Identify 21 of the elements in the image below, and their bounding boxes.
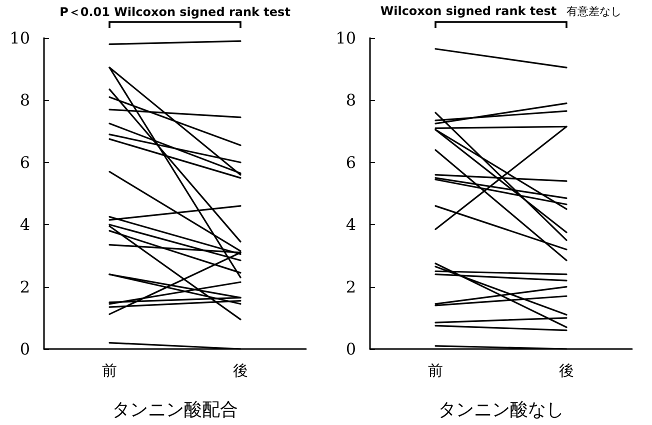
y-tick-label: 8 bbox=[20, 90, 30, 110]
text: Wilcoxon signed rank test bbox=[380, 4, 557, 19]
y-tick-label: 10 bbox=[336, 28, 356, 48]
x-tick-label: 前 bbox=[428, 362, 443, 380]
y-tick-label: 4 bbox=[346, 215, 356, 234]
x-axis-title: タンニン酸なし bbox=[438, 400, 564, 420]
x-tick-label: 前 bbox=[102, 362, 117, 380]
y-tick-label: 6 bbox=[346, 152, 356, 172]
x-tick-label: 後 bbox=[233, 362, 248, 380]
x-axis-title: タンニン酸配合 bbox=[112, 400, 238, 420]
y-tick-label: 2 bbox=[346, 277, 356, 296]
y-tick-label: 10 bbox=[10, 28, 30, 48]
text: P＜0.01 Wilcoxon signed rank test bbox=[60, 4, 290, 21]
y-tick-label: 0 bbox=[346, 340, 356, 358]
text: 有意差なし bbox=[566, 4, 622, 19]
x-tick-label: 後 bbox=[559, 362, 574, 380]
y-tick-label: 4 bbox=[20, 215, 30, 234]
y-tick-label: 6 bbox=[20, 152, 30, 172]
y-tick-label: 2 bbox=[20, 277, 30, 296]
y-tick-label: 0 bbox=[20, 340, 30, 358]
y-tick-label: 8 bbox=[346, 90, 356, 110]
